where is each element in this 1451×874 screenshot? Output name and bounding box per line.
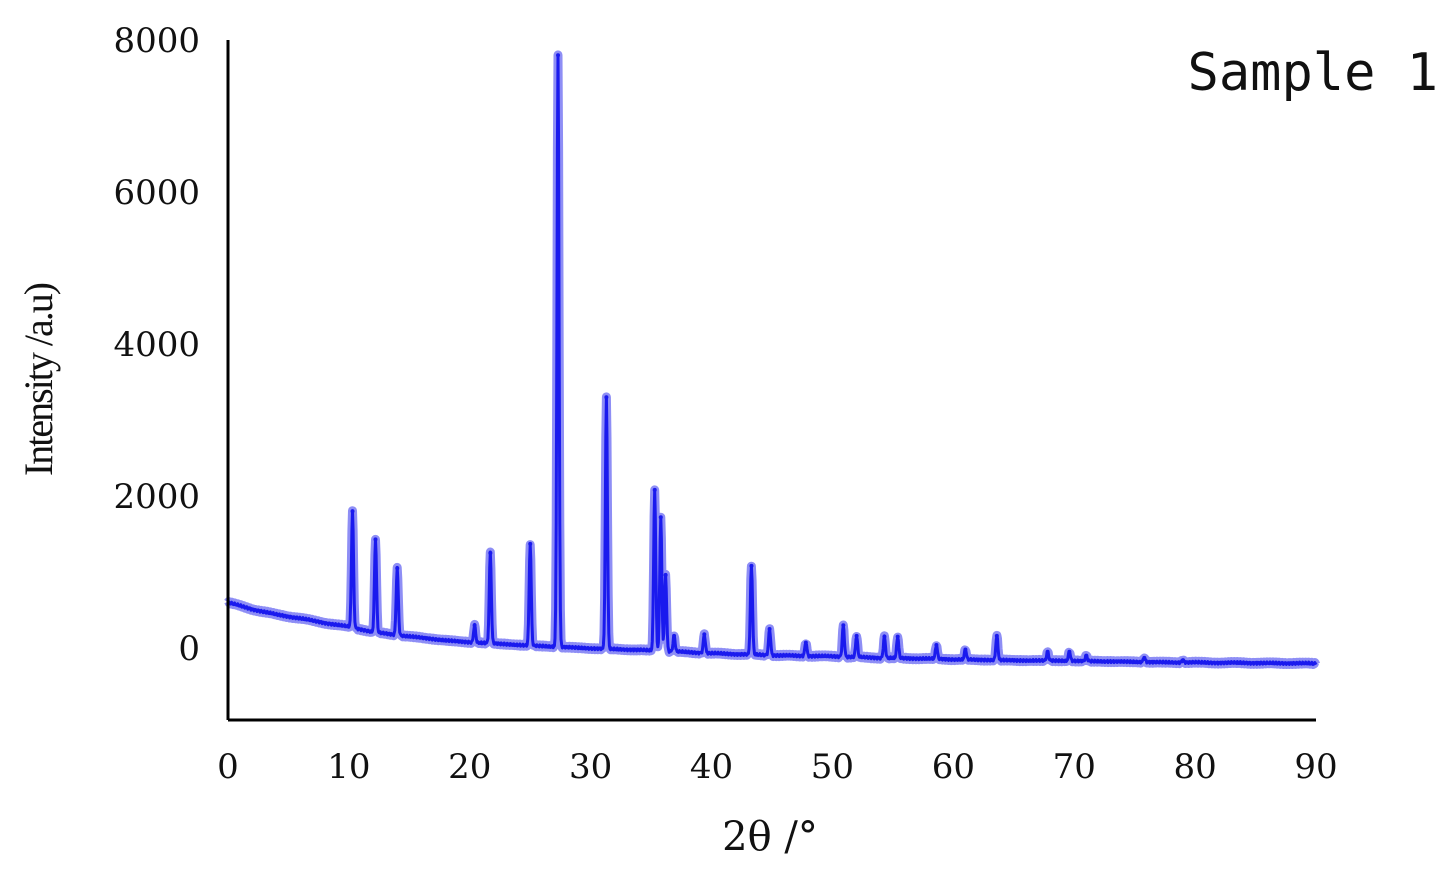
x-tick-label: 70 — [1053, 747, 1096, 787]
y-tick-labels: 0 2000 4000 6000 8000 — [113, 21, 200, 669]
x-axis-title: 2θ /° — [722, 814, 818, 860]
peak-point — [1084, 653, 1089, 658]
y-tick-label: 6000 — [113, 173, 200, 213]
x-tick-label: 40 — [690, 747, 733, 787]
peak-point — [749, 563, 754, 568]
peak-point — [658, 515, 663, 520]
axes — [226, 40, 1316, 722]
peak-point — [528, 541, 533, 546]
peak-point — [395, 566, 400, 571]
peak-point — [488, 551, 493, 555]
peak-point — [803, 640, 808, 645]
x-tick-label: 50 — [811, 747, 854, 787]
sample-label: Sample 1 — [1188, 43, 1438, 103]
peak-point — [1181, 658, 1186, 663]
peak-point — [373, 537, 378, 542]
x-tick-label: 10 — [327, 747, 370, 787]
x-tick-labels: 0 10 20 30 40 50 60 70 80 90 — [217, 747, 1337, 787]
peak-point — [472, 623, 477, 628]
peak-point — [350, 509, 355, 514]
x-tick-label: 0 — [217, 747, 239, 787]
peak-point — [663, 573, 668, 578]
x-tick-label: 60 — [932, 747, 975, 787]
peak-point — [841, 623, 846, 628]
peak-point — [1067, 649, 1072, 654]
peak-point — [854, 633, 859, 638]
y-tick-label: 4000 — [113, 325, 200, 365]
x-tick-label: 80 — [1173, 747, 1216, 787]
peak-point — [994, 633, 999, 638]
peak-point — [556, 53, 561, 58]
y-tick-label: 2000 — [113, 477, 200, 517]
peak-point — [652, 487, 657, 492]
y-axis-title: Intensity /a.u) — [16, 283, 61, 476]
y-tick-label: 0 — [178, 629, 200, 669]
peak-point — [895, 634, 900, 639]
y-tick-label: 8000 — [113, 21, 200, 61]
x-tick-label: 30 — [569, 747, 612, 787]
peak-point — [672, 633, 677, 638]
x-tick-label: 20 — [448, 747, 491, 787]
series-halo-line — [224, 50, 1321, 669]
peak-point — [882, 634, 887, 639]
diffraction-trace — [224, 50, 1321, 669]
series-line — [226, 53, 1318, 666]
peak-point — [702, 632, 707, 637]
x-tick-label: 90 — [1294, 747, 1337, 787]
peak-point — [767, 627, 772, 631]
peak-point — [963, 647, 968, 652]
peak-point — [604, 395, 609, 400]
peak-point — [1142, 655, 1147, 660]
peak-point — [934, 642, 939, 647]
peak-point — [1045, 649, 1050, 654]
